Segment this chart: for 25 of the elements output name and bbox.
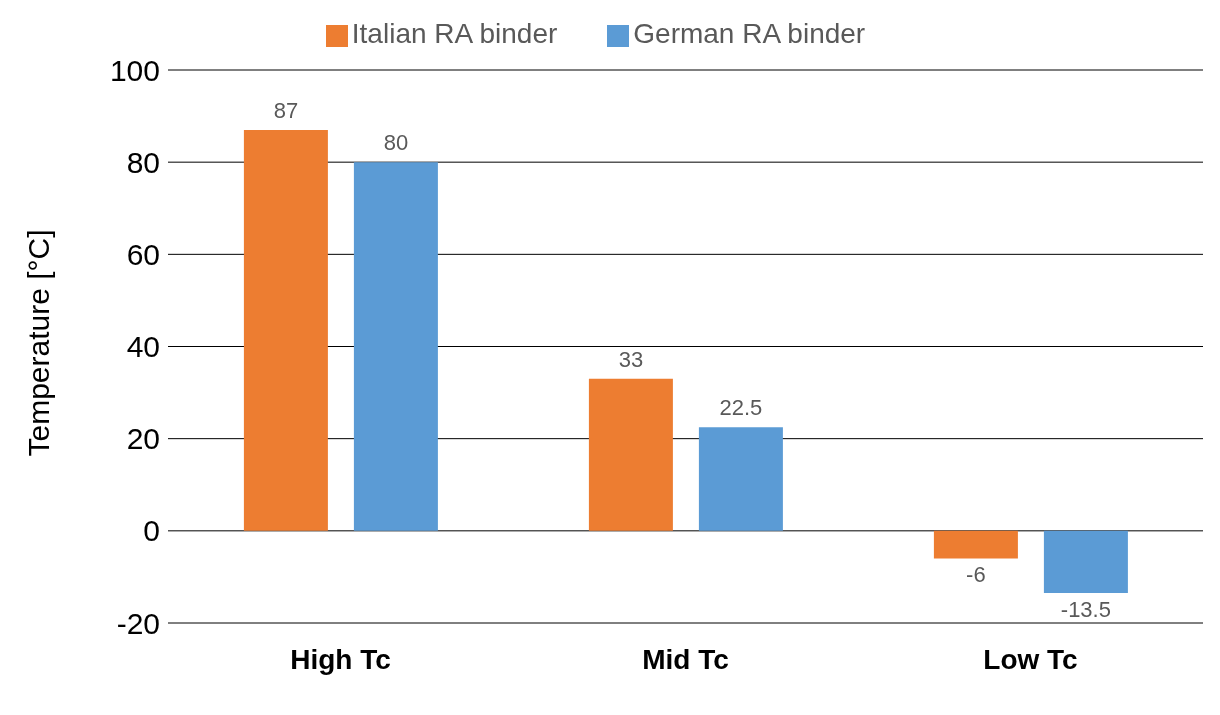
- data-label: 80: [383, 130, 409, 156]
- legend-label: Italian RA binder: [351, 18, 558, 49]
- data-label: -6: [966, 562, 986, 588]
- data-label: 33: [618, 346, 644, 372]
- y-tick-label: 40: [126, 330, 160, 364]
- data-label: 87: [273, 97, 299, 123]
- bar: [353, 162, 438, 531]
- y-axis-title: Temperature [°C]: [21, 229, 55, 457]
- x-tick-label: High Tc: [290, 643, 391, 675]
- y-tick-label: 0: [143, 514, 160, 548]
- bar: [243, 129, 328, 531]
- x-tick-label: Mid Tc: [642, 643, 729, 675]
- y-tick-label: 80: [126, 145, 160, 179]
- bar: [933, 530, 1018, 559]
- bar: [588, 378, 673, 531]
- y-tick-label: 100: [109, 53, 160, 87]
- data-label: 22.5: [719, 395, 763, 421]
- bar: [1043, 530, 1128, 594]
- legend-label: German RA binder: [633, 18, 866, 49]
- y-tick-label: 60: [126, 237, 160, 271]
- x-tick-label: Low Tc: [983, 643, 1078, 675]
- bar: [698, 427, 783, 531]
- y-tick-label: -20: [116, 606, 160, 640]
- data-label: -13.5: [1060, 597, 1111, 623]
- y-tick-label: 20: [126, 422, 160, 456]
